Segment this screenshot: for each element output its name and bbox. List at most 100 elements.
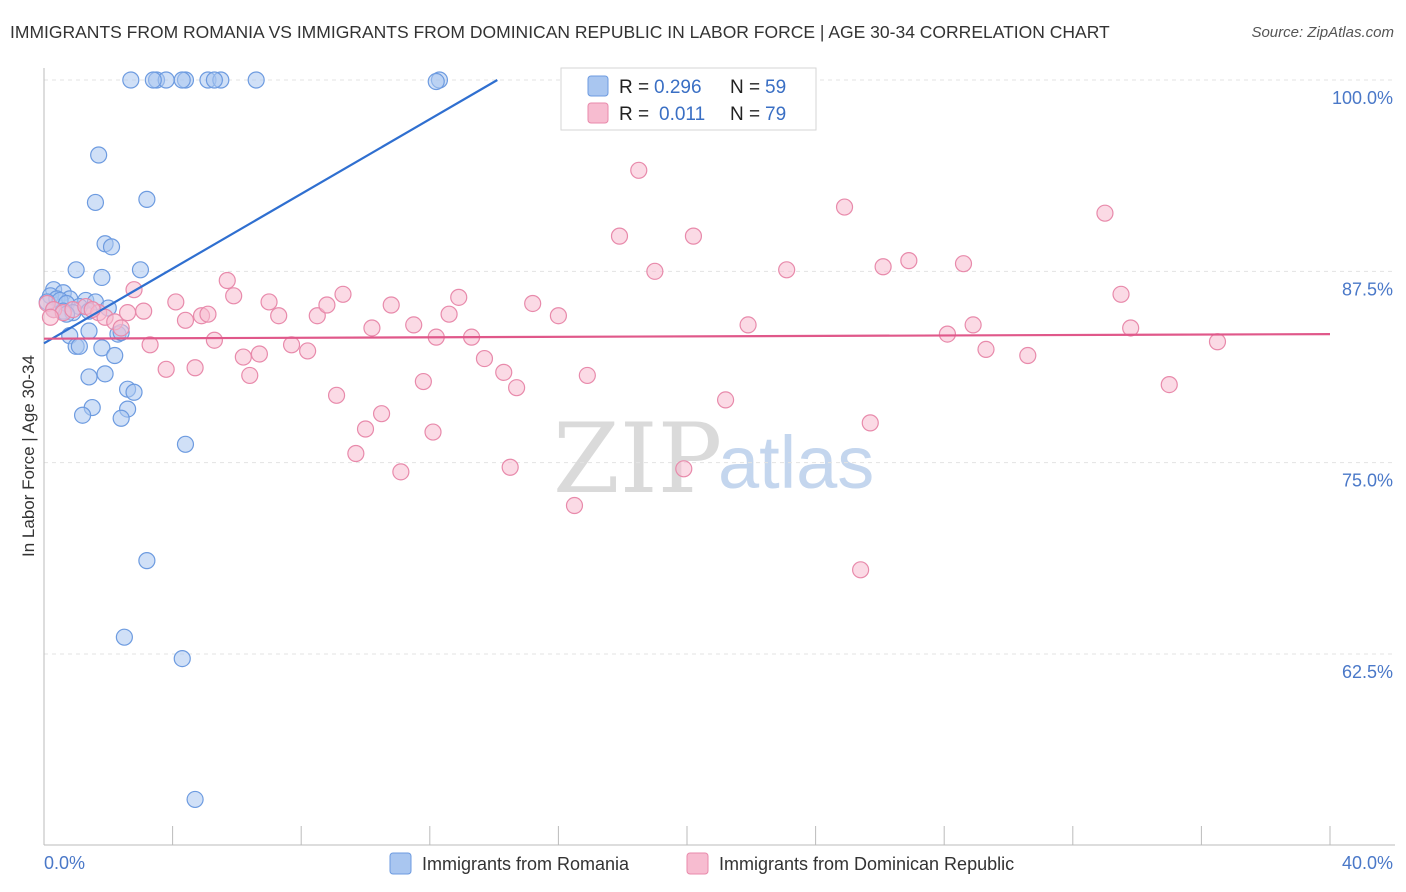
legend-n-value-dominican: 79 <box>765 104 786 125</box>
point-dominican <box>630 161 648 179</box>
point-romania <box>186 790 204 809</box>
point-romania <box>125 383 143 401</box>
point-romania <box>96 365 114 383</box>
point-dominican <box>135 302 153 320</box>
point-romania <box>70 337 88 355</box>
point-dominican <box>501 458 519 476</box>
point-dominican <box>1122 319 1140 337</box>
point-dominican <box>778 261 796 279</box>
trend-lines <box>43 79 1331 345</box>
point-dominican <box>675 460 693 478</box>
watermark-zip: ZIP <box>553 403 722 515</box>
point-romania <box>427 72 445 91</box>
point-romania <box>73 406 92 424</box>
point-dominican <box>282 336 301 354</box>
point-romania <box>90 146 108 164</box>
point-dominican <box>424 423 442 441</box>
point-dominican <box>610 227 629 245</box>
point-dominican <box>874 258 892 276</box>
bottom-legend-swatch-romania <box>389 852 412 875</box>
point-dominican <box>356 420 375 438</box>
legend-n-value-romania: 59 <box>765 77 786 98</box>
point-dominican <box>739 316 757 334</box>
point-romania <box>106 346 124 365</box>
point-dominican <box>565 496 584 515</box>
point-dominican <box>234 348 252 366</box>
point-dominican <box>167 293 185 311</box>
point-dominican <box>852 561 870 579</box>
point-dominican <box>112 319 130 337</box>
point-dominican <box>549 307 568 325</box>
point-dominican <box>260 293 278 311</box>
y-tick-label: 87.5% <box>1342 279 1393 299</box>
point-romania <box>138 552 156 570</box>
y-tick-label: 100.0% <box>1332 88 1393 108</box>
y-tick-label: 75.0% <box>1342 471 1393 491</box>
data-points <box>38 71 1227 809</box>
point-romania <box>205 71 223 89</box>
point-romania <box>131 261 150 279</box>
y-tick-label: 62.5% <box>1342 662 1393 682</box>
point-dominican <box>157 360 175 378</box>
point-dominican <box>334 285 352 303</box>
legend-swatch-dominican <box>587 102 609 124</box>
point-dominican <box>964 316 982 334</box>
point-dominican <box>1019 346 1037 365</box>
point-dominican <box>861 414 879 432</box>
point-dominican <box>199 305 217 323</box>
point-romania <box>86 193 105 212</box>
legend-n-label: N = <box>730 77 760 98</box>
axes: 100.0% 87.5% 75.0% 62.5% <box>43 68 1395 846</box>
point-romania <box>67 261 85 279</box>
point-romania <box>144 71 162 89</box>
point-dominican <box>250 345 269 363</box>
chart-title: IMMIGRANTS FROM ROMANIA VS IMMIGRANTS FR… <box>10 22 1110 42</box>
point-dominican <box>392 463 410 481</box>
point-romania <box>80 322 98 340</box>
point-dominican <box>440 305 458 323</box>
point-romania <box>102 238 121 256</box>
y-axis-title: In Labor Force | Age 30-34 <box>19 355 38 557</box>
point-romania <box>247 71 265 89</box>
point-romania <box>115 628 133 646</box>
bottom-legend-swatch-dominican <box>686 852 709 875</box>
point-dominican <box>450 288 468 306</box>
point-dominican <box>241 366 259 385</box>
source-label: Source: ZipAtlas.com <box>1251 24 1394 41</box>
point-dominican <box>308 307 326 325</box>
point-dominican <box>270 307 288 325</box>
point-dominican <box>218 271 236 290</box>
point-dominican <box>954 255 973 273</box>
point-dominican <box>524 294 542 313</box>
point-dominican <box>225 287 243 305</box>
bottom-legend: Immigrants from Romania Immigrants from … <box>389 852 1014 875</box>
point-dominican <box>835 198 854 216</box>
point-dominican <box>363 319 381 337</box>
point-dominican <box>938 325 957 343</box>
point-dominican <box>141 336 159 354</box>
point-dominican <box>347 444 365 463</box>
point-romania <box>80 368 98 386</box>
legend-swatch-romania <box>587 75 609 97</box>
point-dominican <box>186 359 204 377</box>
point-dominican <box>318 296 336 314</box>
point-dominican <box>646 262 664 280</box>
point-dominican <box>405 316 423 334</box>
point-dominican <box>382 296 400 314</box>
legend-r-label: R = <box>619 104 649 125</box>
point-dominican <box>327 386 346 404</box>
point-dominican <box>414 372 432 391</box>
point-dominican <box>205 331 223 349</box>
point-dominican <box>1096 204 1114 222</box>
point-romania <box>93 268 111 287</box>
legend-n-label: N = <box>730 104 760 125</box>
point-romania <box>93 339 111 357</box>
point-romania <box>138 190 156 208</box>
point-dominican <box>372 405 391 423</box>
point-dominican <box>118 304 137 322</box>
point-dominican <box>578 366 596 385</box>
point-dominican <box>1208 333 1227 351</box>
point-dominican <box>684 227 703 245</box>
point-dominican <box>900 252 918 270</box>
